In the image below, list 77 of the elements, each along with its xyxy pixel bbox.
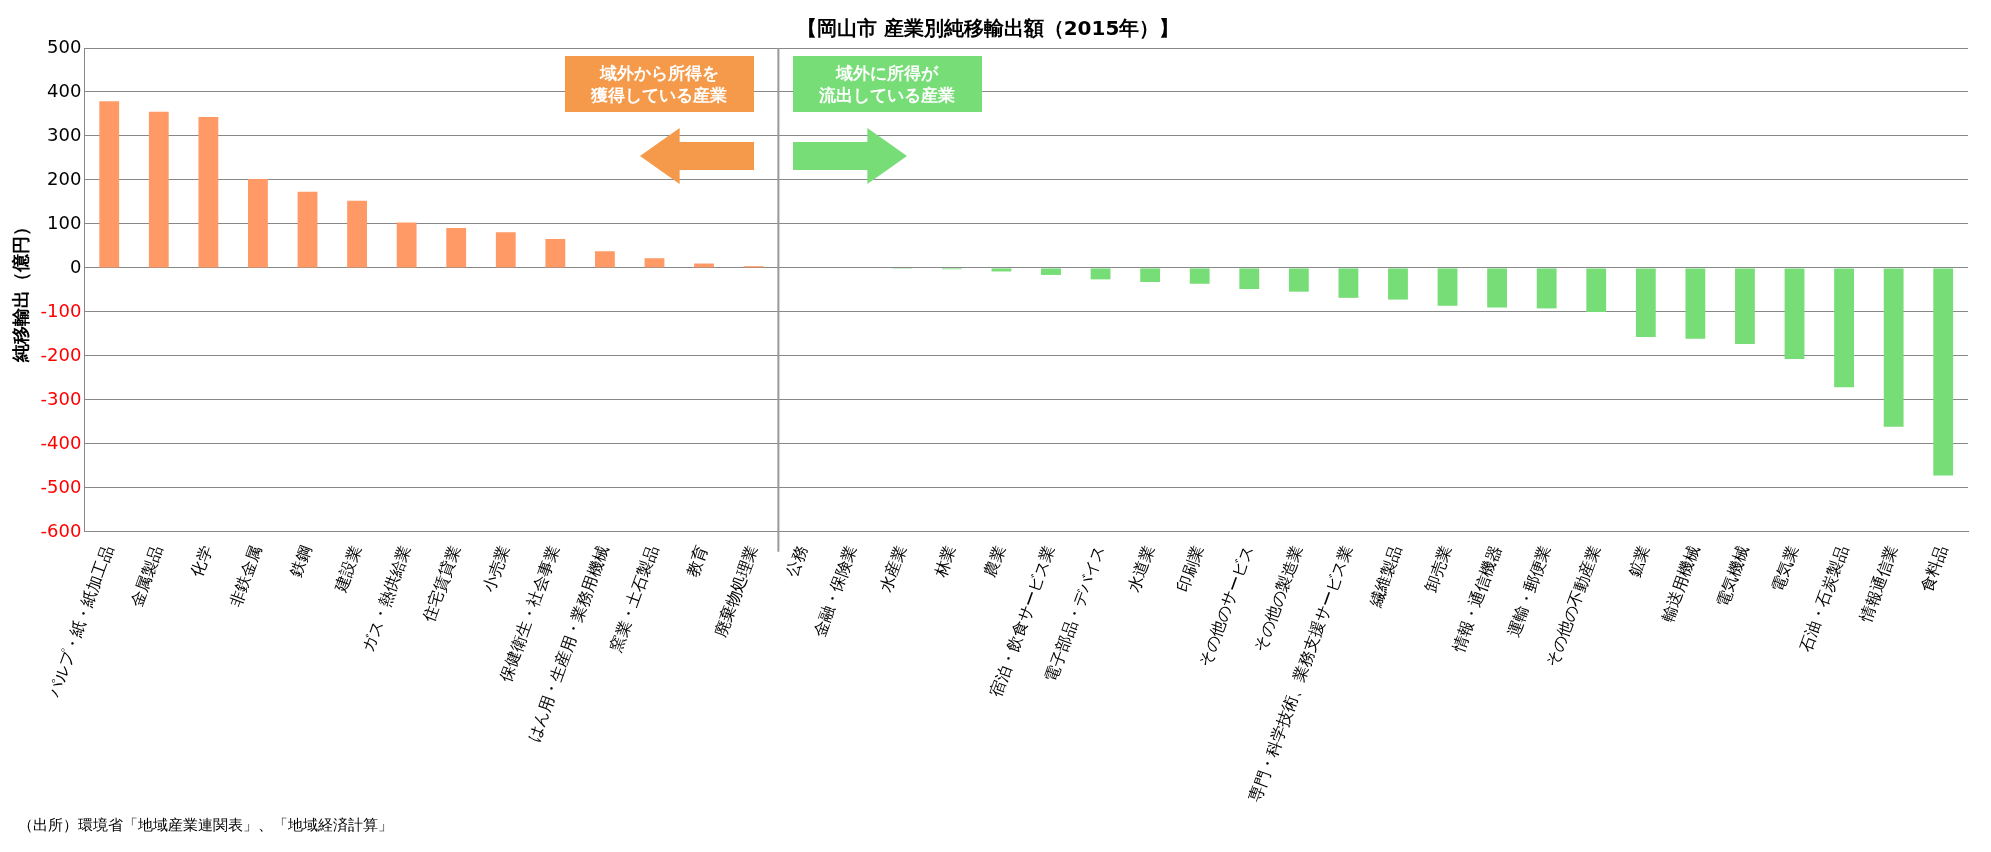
y-tick-label: -200 (40, 343, 82, 365)
bar (1437, 268, 1458, 306)
bar (1784, 268, 1805, 359)
bar (248, 179, 268, 268)
bar (99, 101, 120, 268)
y-tick-label: -100 (40, 299, 82, 321)
bar (1834, 268, 1854, 388)
x-tick-label: 非鉄金属 (225, 542, 266, 610)
x-tick-label: 金属製品 (126, 542, 167, 610)
x-tick-label: 鉄鋼 (286, 542, 316, 579)
x-tick-label: 林業 (930, 542, 960, 580)
bar (1735, 268, 1755, 345)
bar (644, 258, 665, 268)
bar (1536, 268, 1557, 309)
bar (545, 238, 566, 268)
bar (148, 111, 169, 268)
bar (1388, 268, 1408, 300)
x-tick-label: 教育 (682, 542, 712, 579)
chart-title: 【岡山市 産業別純移輸出額（2015年）】 (796, 16, 1180, 41)
y-tick-label: -300 (40, 387, 82, 409)
x-tick-label: 住宅賃貸業 (418, 542, 464, 626)
y-tick-label: -400 (40, 431, 82, 453)
y-tick-label: -600 (40, 519, 82, 541)
y-tick-label: 300 (47, 123, 82, 145)
bar (1090, 268, 1111, 280)
y-tick-label: 200 (47, 167, 82, 189)
bar (1239, 268, 1260, 290)
bar (1586, 268, 1607, 312)
bar (1288, 268, 1309, 292)
bar (198, 117, 219, 268)
bar (1685, 268, 1706, 339)
x-tick-label: 水道業 (1123, 542, 1158, 595)
x-tick-label: 運輸・郵便業 (1503, 542, 1555, 640)
bar (347, 200, 367, 268)
x-tick-label: 情報通信業 (1855, 542, 1902, 626)
bar (495, 232, 516, 268)
bar (1883, 268, 1904, 427)
bar (1189, 268, 1210, 284)
x-tick-label: 公務 (782, 542, 811, 579)
bar (1140, 268, 1161, 282)
y-tick-label: 400 (47, 79, 82, 101)
bar (991, 268, 1012, 272)
x-tick-label: 繊維製品 (1365, 542, 1406, 610)
callout-box: 域外から所得を獲得している産業 (565, 56, 754, 113)
bar (446, 227, 467, 268)
x-tick-label: 建設業 (330, 542, 365, 595)
x-tick-label: 電気業 (1767, 542, 1803, 595)
x-tick-label: 卸売業 (1420, 542, 1456, 595)
bar (1487, 268, 1508, 308)
text: （出所）環境省「地域産業連関表」、「地域経済計算」 (18, 816, 393, 835)
bar (396, 222, 417, 268)
x-tick-label: 小売業 (479, 542, 514, 595)
x-tick-label: 鉱業 (1624, 542, 1654, 579)
bar (1338, 268, 1359, 298)
x-tick-label: パルプ・紙・紙加工品 (43, 542, 117, 701)
y-tick-label: 0 (70, 255, 82, 277)
x-tick-label: 食料品 (1916, 542, 1951, 595)
bar (1933, 268, 1954, 476)
y-tick-label: -500 (40, 475, 82, 497)
annotation: 域外に所得が流出している産業 (818, 62, 957, 107)
x-tick-label: 印刷業 (1173, 542, 1208, 595)
callout-box: 域外に所得が流出している産業 (793, 56, 982, 113)
bar (594, 251, 615, 268)
x-tick-label: 金融・保険業 (809, 542, 861, 640)
x-tick-label: 化学 (187, 542, 217, 579)
x-tick-label: 廃棄物処理業 (710, 542, 762, 640)
y-axis-title: 純移輸出（億円） (10, 217, 32, 363)
y-tick-label: 500 (47, 35, 82, 57)
x-tick-label: 水産業 (875, 542, 910, 595)
x-tick-label: 輸送用機械 (1657, 542, 1704, 625)
x-tick-label: 電気機械 (1712, 542, 1753, 610)
y-tick-label: 100 (47, 211, 82, 233)
bar (1041, 268, 1061, 275)
x-tick-label: 農業 (980, 542, 1010, 579)
bar (297, 191, 318, 268)
bar (1635, 268, 1656, 337)
annotation: 域外から所得を獲得している産業 (590, 62, 729, 107)
